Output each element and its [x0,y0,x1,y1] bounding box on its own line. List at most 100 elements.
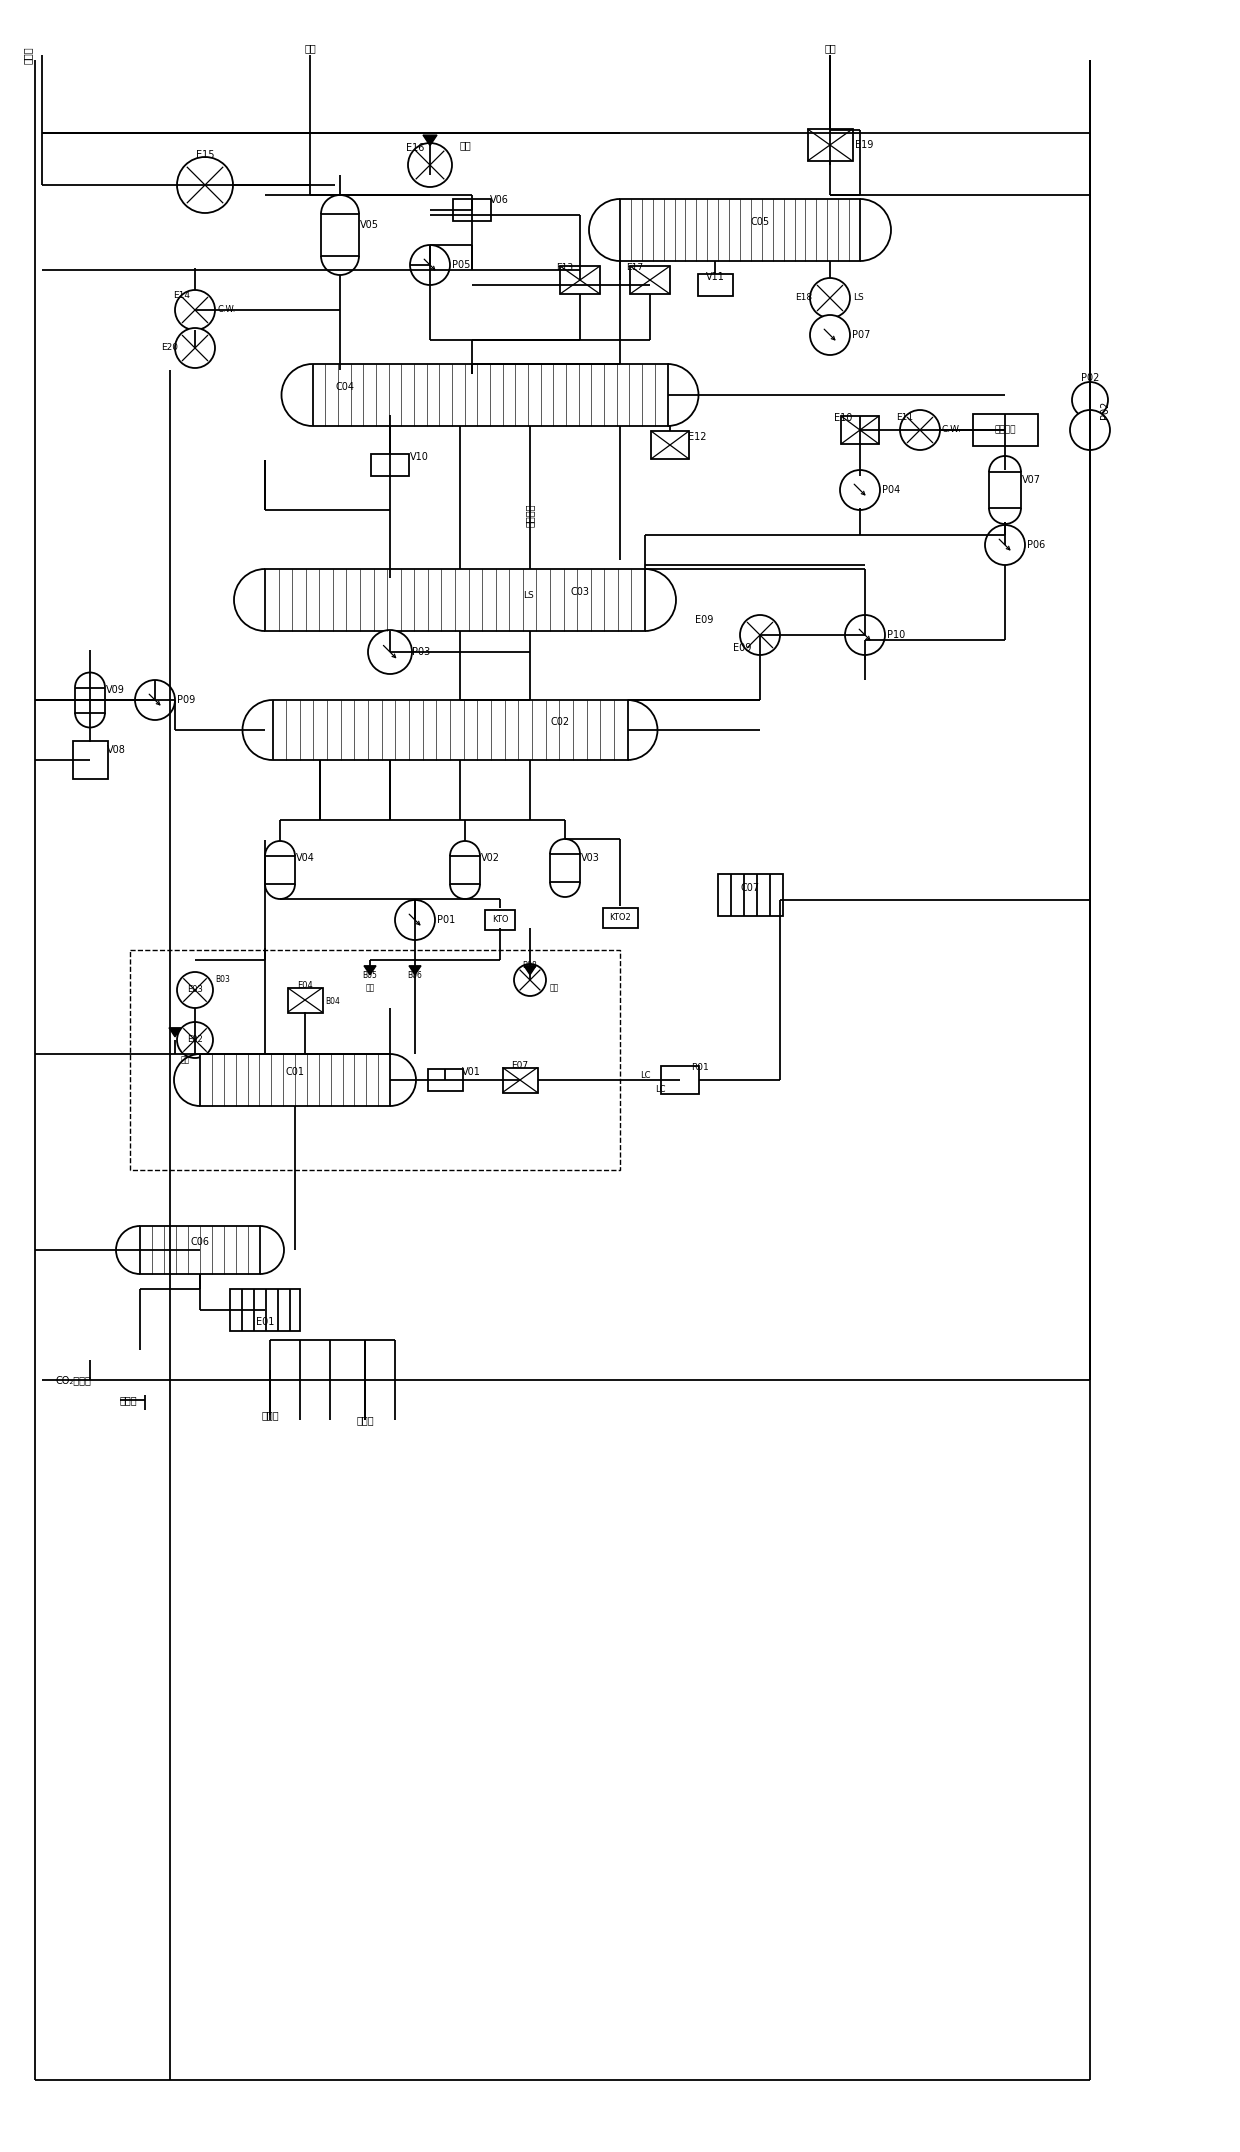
Bar [288,988,322,1011]
Text: C01: C01 [285,1067,305,1076]
Bar [273,699,627,760]
Text: P09: P09 [177,695,195,706]
Text: LS: LS [523,590,534,600]
Bar [321,213,360,256]
Text: P05: P05 [453,260,470,269]
Text: C.W.: C.W. [942,426,962,435]
Text: CO₂产品气: CO₂产品气 [55,1375,91,1386]
Text: E15: E15 [196,151,215,159]
Text: E03: E03 [187,986,203,994]
Text: V06: V06 [490,196,508,204]
Text: B06: B06 [408,971,423,979]
Bar [428,1070,463,1091]
Text: E02: E02 [187,1035,203,1044]
Text: R01: R01 [691,1063,709,1072]
Text: V04: V04 [296,852,315,863]
Text: 液氨: 液氨 [366,983,374,992]
Text: C.W.: C.W. [218,306,237,314]
Text: 液氨: 液氨 [180,1054,190,1065]
Bar [502,1067,537,1093]
Circle shape [135,680,175,721]
Text: P02: P02 [1100,400,1110,420]
Text: E20: E20 [161,344,179,353]
Text: E09: E09 [733,643,751,652]
Circle shape [985,525,1025,566]
Polygon shape [409,966,422,975]
Circle shape [396,900,435,940]
Bar [265,568,645,631]
Text: 尾气: 尾气 [304,43,316,54]
Bar [841,415,879,443]
Text: B04: B04 [325,999,340,1007]
Text: E13: E13 [557,263,574,273]
Bar [72,740,108,779]
Text: P06: P06 [1027,540,1045,551]
Text: P10: P10 [887,631,905,639]
Text: KTO: KTO [492,915,508,925]
Circle shape [175,327,215,368]
Text: E12: E12 [688,433,707,441]
Text: C03: C03 [570,587,589,596]
Circle shape [408,142,453,187]
Text: B08: B08 [522,960,537,971]
Text: LS: LS [853,293,864,303]
Text: P02: P02 [1081,372,1099,383]
Text: V09: V09 [105,684,125,695]
Circle shape [900,411,940,450]
Bar [130,949,620,1171]
Circle shape [177,157,233,213]
Text: 液氨: 液氨 [551,983,559,992]
Text: E04: E04 [298,981,312,990]
Bar [990,471,1021,508]
Circle shape [740,615,780,654]
Text: V07: V07 [1022,476,1042,484]
Text: C05: C05 [750,217,770,226]
Text: KTO2: KTO2 [609,912,631,923]
Bar [807,129,853,161]
Text: V05: V05 [360,220,379,230]
Text: B05: B05 [362,971,377,979]
Text: 盐盐水: 盐盐水 [120,1394,138,1405]
Text: V03: V03 [582,852,600,863]
Text: 酸性气: 酸性气 [24,45,33,65]
Bar [265,856,295,884]
Bar [312,364,667,426]
Circle shape [810,314,849,355]
Circle shape [410,245,450,284]
Text: P04: P04 [882,484,900,495]
Text: E07: E07 [511,1061,528,1070]
Polygon shape [365,966,376,975]
Text: C07: C07 [740,882,760,893]
Text: V02: V02 [481,852,500,863]
Bar [718,874,782,917]
Bar [651,430,689,458]
Text: V11: V11 [706,271,724,282]
Text: E19: E19 [856,140,873,151]
Bar [485,910,515,930]
Circle shape [515,964,546,996]
Text: 净化气: 净化气 [262,1410,279,1420]
Text: V10: V10 [410,452,429,463]
Bar [697,273,733,297]
Bar [603,908,637,928]
Bar [200,1054,391,1106]
Text: E11: E11 [897,413,914,422]
Text: 水冷却器: 水冷却器 [994,426,1016,435]
Text: B03: B03 [215,975,229,983]
Circle shape [175,291,215,329]
Polygon shape [169,1029,181,1037]
Text: P03: P03 [412,648,430,656]
Text: 低压氨气: 低压氨气 [525,504,534,527]
Circle shape [839,469,880,510]
Bar [551,854,580,882]
Text: V01: V01 [463,1067,481,1076]
Text: C02: C02 [551,717,569,727]
Bar [620,198,861,260]
Bar [972,413,1038,445]
Text: 原料气: 原料气 [356,1416,373,1425]
Circle shape [368,631,412,674]
Text: 液氨: 液氨 [459,140,471,151]
Text: LC: LC [655,1085,665,1095]
Polygon shape [525,966,536,975]
Circle shape [177,973,213,1007]
